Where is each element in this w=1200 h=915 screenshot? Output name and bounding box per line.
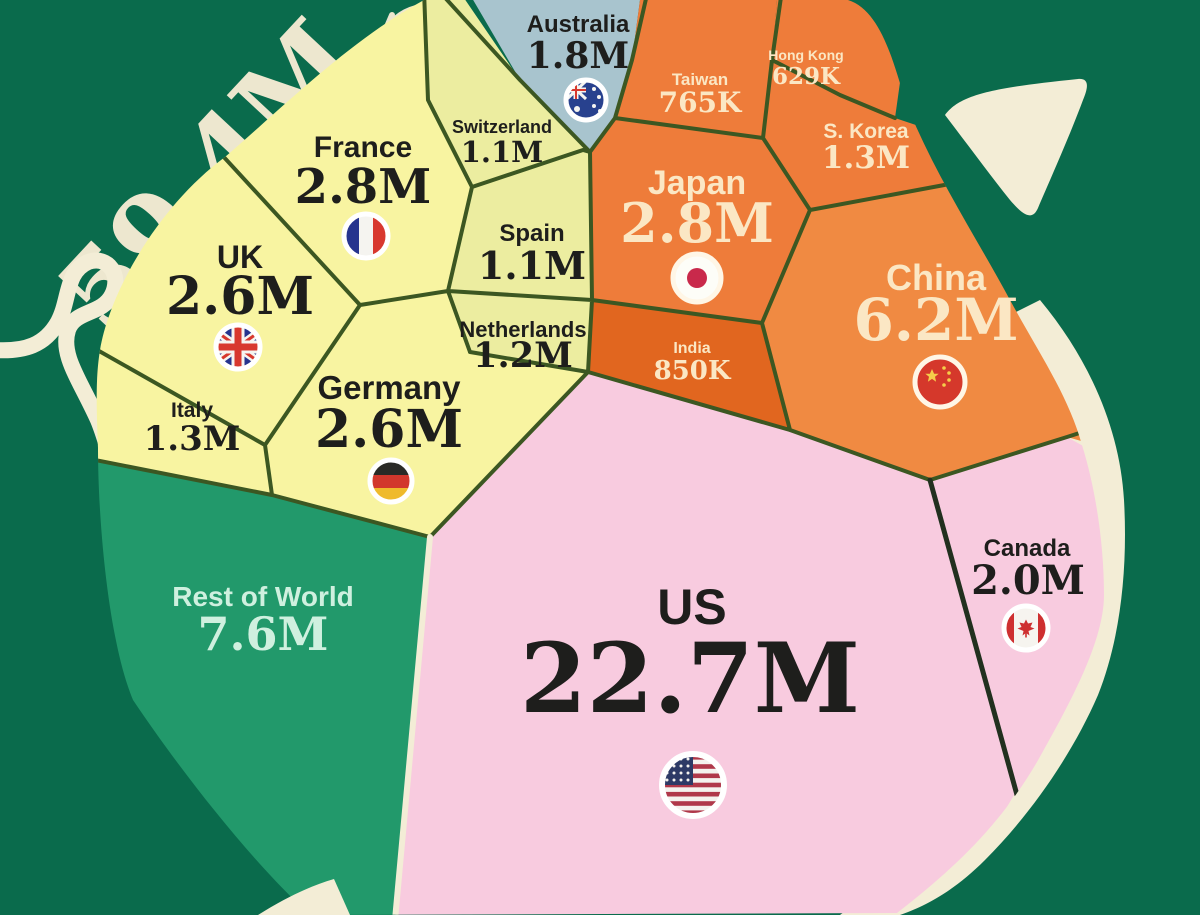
label-china-name: China bbox=[886, 257, 987, 298]
label-france-value: 2.8M bbox=[295, 159, 432, 215]
label-japan-value: 2.8M bbox=[620, 191, 774, 255]
label-india-value: 850K bbox=[654, 356, 732, 386]
label-uk-name: UK bbox=[217, 239, 263, 275]
label-italy-value: 1.3M bbox=[144, 419, 241, 459]
flag-australia-icon bbox=[563, 77, 609, 123]
label-s-korea-value: 1.3M bbox=[822, 140, 910, 176]
label-taiwan-name: Taiwan bbox=[672, 70, 728, 89]
cell-india bbox=[588, 300, 790, 430]
label-uk-value: 2.6M bbox=[166, 266, 314, 327]
flag-germany-icon bbox=[367, 457, 415, 505]
label-switzerland-value: 1.1M bbox=[461, 135, 544, 169]
label-hong-kong-name: Hong Kong bbox=[768, 47, 843, 63]
cell-switzerland bbox=[424, 0, 590, 187]
label-spain-value: 1.1M bbox=[478, 243, 586, 288]
cell-germany bbox=[265, 291, 588, 537]
label-canada-name: Canada bbox=[984, 535, 1071, 562]
label-taiwan-value: 765K bbox=[659, 86, 743, 119]
label-rest-of-world-name: Rest of World bbox=[172, 581, 353, 612]
flag-china-icon bbox=[912, 354, 968, 410]
label-s-korea-name: S. Korea bbox=[823, 120, 909, 143]
label-netherlands-name: Netherlands bbox=[459, 317, 586, 342]
cell-rest-of-world bbox=[96, 450, 430, 915]
pig-ear-decoration bbox=[945, 78, 1087, 216]
flag-france-icon bbox=[341, 211, 391, 261]
label-us-name: US bbox=[657, 579, 726, 635]
flag-uk-icon bbox=[213, 322, 263, 372]
label-netherlands-value: 1.2M bbox=[473, 335, 573, 376]
label-australia-value: 1.8M bbox=[527, 35, 629, 77]
pig-body-decoration bbox=[840, 300, 1125, 915]
cell-labels: Australia 1.8M Switzerland 1.1M France 2… bbox=[144, 11, 1085, 735]
label-hong-kong-value: 629K bbox=[772, 63, 841, 90]
label-rest-of-world-value: 7.6M bbox=[198, 607, 329, 661]
flag-us-icon bbox=[659, 751, 727, 819]
label-canada-value: 2.0M bbox=[971, 557, 1085, 604]
pig-foot-decoration bbox=[258, 879, 350, 915]
label-spain-name: Spain bbox=[499, 220, 564, 247]
us-canada-border bbox=[927, 477, 1020, 798]
label-india-name: India bbox=[673, 340, 710, 357]
cell-hong-kong bbox=[772, 0, 920, 118]
cell-netherlands bbox=[448, 291, 592, 372]
label-switzerland-name: Switzerland bbox=[452, 117, 552, 137]
label-japan-name: Japan bbox=[648, 164, 746, 202]
flag-canada-icon bbox=[1001, 603, 1051, 653]
label-germany-value: 2.6M bbox=[315, 399, 463, 460]
label-france-name: France bbox=[314, 131, 412, 164]
cell-s-korea bbox=[763, 60, 990, 210]
us-rest-of-world-border bbox=[392, 534, 433, 915]
cell-us bbox=[395, 372, 1017, 915]
label-australia-name: Australia bbox=[527, 11, 630, 38]
label-us-value: 22.7M bbox=[520, 622, 860, 735]
cell-japan bbox=[590, 118, 810, 323]
label-italy-name: Italy bbox=[171, 399, 213, 422]
cell-taiwan bbox=[615, 0, 782, 138]
cell-canada bbox=[930, 437, 1105, 820]
cell-spain bbox=[448, 150, 592, 300]
label-germany-name: Germany bbox=[317, 369, 461, 406]
label-china-value: 6.2M bbox=[853, 286, 1018, 354]
cell-italy bbox=[96, 342, 272, 495]
flag-japan-icon bbox=[670, 251, 724, 305]
